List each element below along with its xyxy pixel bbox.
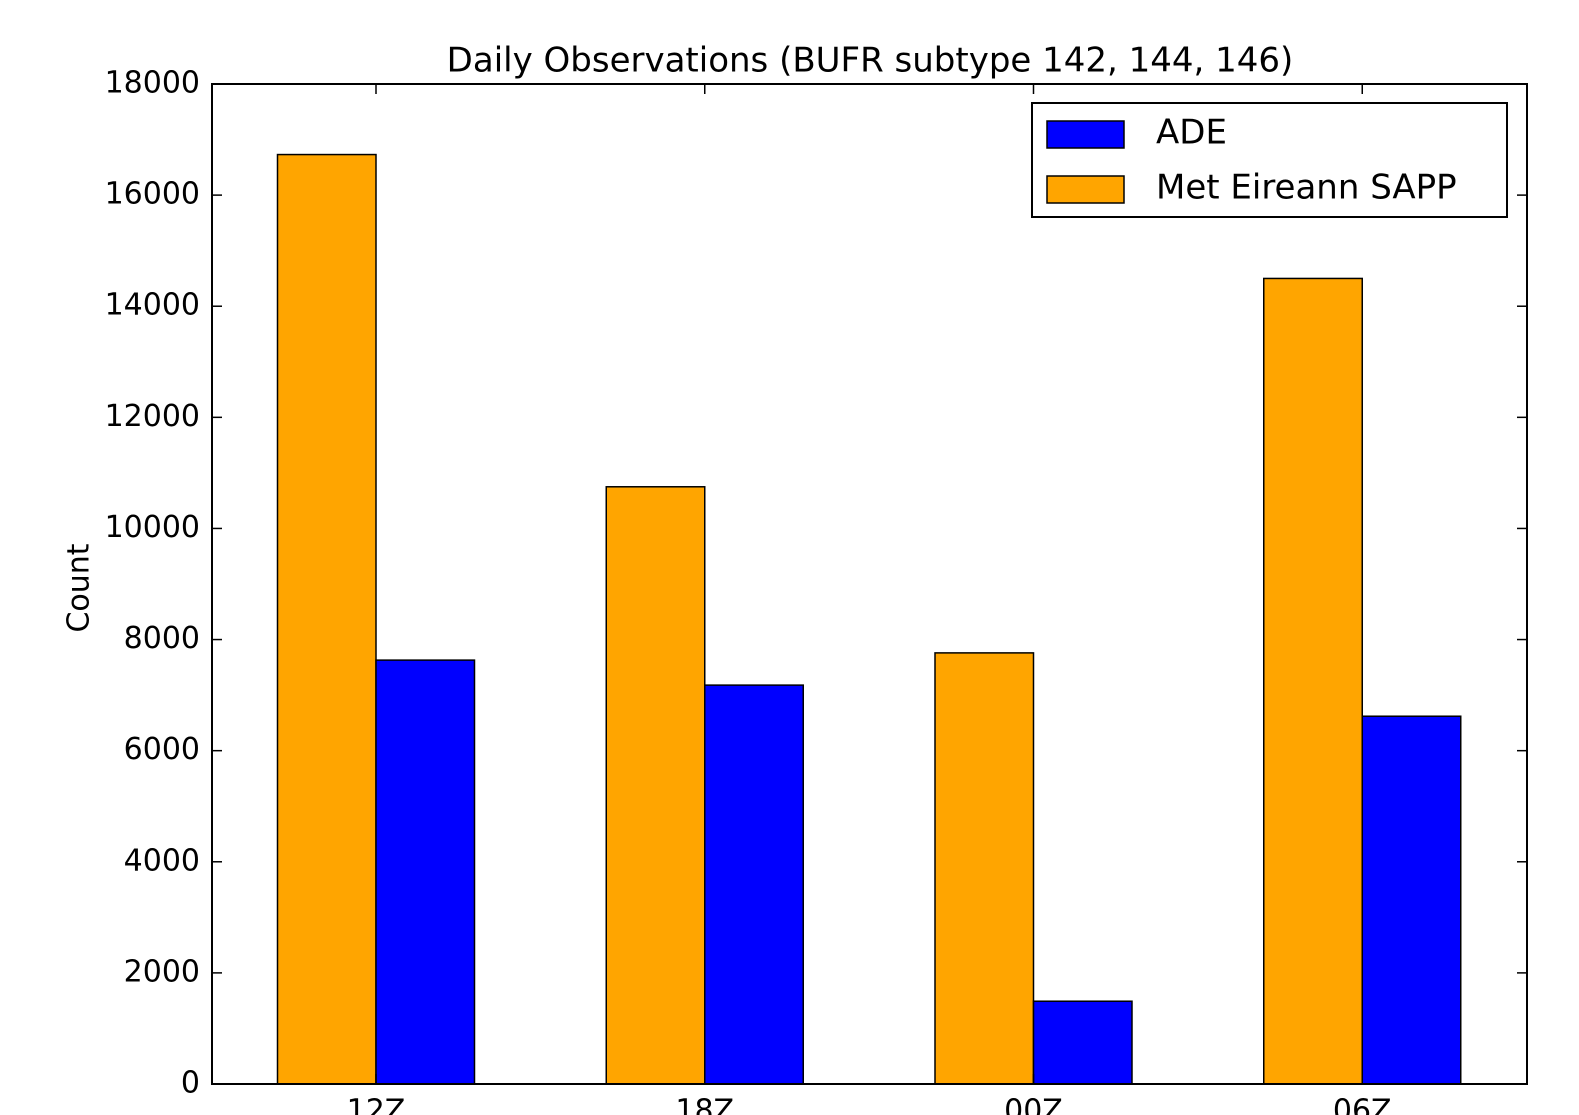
y-tick-label: 0 bbox=[181, 1066, 200, 1101]
y-tick-label: 8000 bbox=[124, 621, 200, 656]
chart-title: Daily Observations (BUFR subtype 142, 14… bbox=[447, 41, 1294, 81]
y-tick-label: 10000 bbox=[105, 510, 200, 545]
legend-label: ADE bbox=[1156, 113, 1227, 153]
bar bbox=[1032, 1000, 1133, 1085]
y-tick-label: 16000 bbox=[105, 177, 200, 212]
bar bbox=[375, 659, 476, 1085]
bar bbox=[1263, 277, 1363, 1085]
legend-swatch bbox=[1046, 120, 1125, 149]
y-tick-label: 12000 bbox=[105, 399, 200, 434]
y-tick-label: 4000 bbox=[124, 843, 200, 878]
x-tick-label: 18Z bbox=[675, 1094, 734, 1115]
bar bbox=[1361, 715, 1462, 1085]
bar bbox=[276, 153, 377, 1085]
bar bbox=[704, 684, 804, 1085]
legend-swatch bbox=[1046, 175, 1125, 204]
y-tick-label: 18000 bbox=[105, 66, 200, 101]
x-tick-label: 00Z bbox=[1004, 1094, 1063, 1115]
x-tick-label: 06Z bbox=[1333, 1094, 1392, 1115]
bar bbox=[934, 652, 1035, 1085]
y-tick-label: 2000 bbox=[124, 954, 200, 989]
y-axis-label: Count bbox=[62, 543, 97, 632]
bar bbox=[605, 486, 706, 1085]
y-tick-label: 14000 bbox=[105, 288, 200, 323]
plot-frame bbox=[211, 83, 1528, 1085]
y-tick-label: 6000 bbox=[124, 732, 200, 767]
legend-label: Met Eireann SAPP bbox=[1156, 168, 1457, 208]
x-tick-label: 12Z bbox=[347, 1094, 406, 1115]
